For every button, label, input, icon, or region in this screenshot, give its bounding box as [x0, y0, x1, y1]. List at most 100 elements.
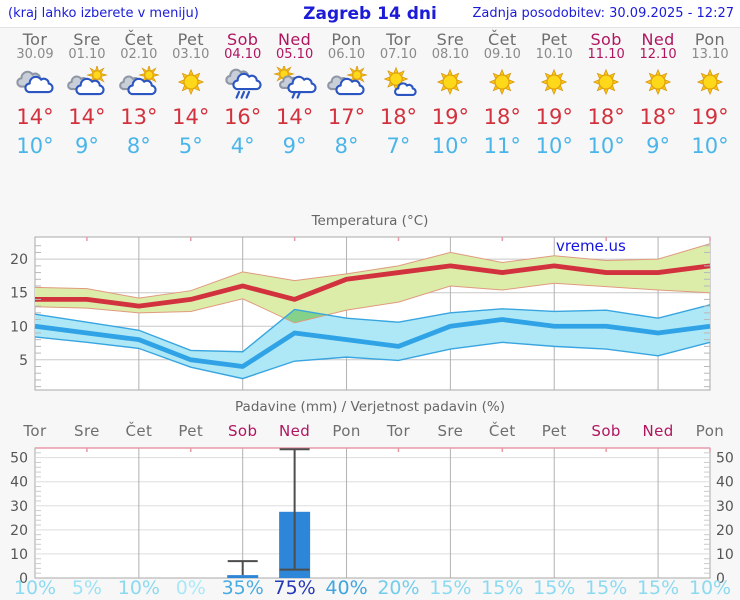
forecast-day[interactable]: Čet 02.10 13° 8°: [110, 31, 168, 160]
partly-sunny-icon: [326, 66, 368, 96]
low-temp: 10°: [431, 134, 469, 158]
precip-probability: 40%: [325, 577, 368, 599]
forecast-day[interactable]: Sob 04.10 16° 4°: [214, 31, 272, 160]
svg-text:30: 30: [10, 499, 28, 515]
high-temp: 13°: [120, 105, 158, 129]
forecast-day[interactable]: Tor 30.09 14° 10°: [6, 31, 64, 160]
day-date: 13.10: [691, 47, 729, 62]
high-temp: 18°: [483, 105, 521, 129]
rain-whisker: [279, 448, 310, 571]
day-name: Ned: [641, 30, 675, 49]
forecast-day[interactable]: Pet 03.10 14° 5°: [162, 31, 220, 160]
precip-probability: 75%: [273, 577, 316, 599]
last-update-timestamp: Zadnja posodobitev: 30.09.2025 - 12:27: [472, 6, 734, 21]
precip-probability: 35%: [221, 577, 264, 599]
day-date: 12.10: [639, 47, 677, 62]
precip-day-label: Sre: [437, 422, 464, 440]
high-temp: 14°: [172, 105, 210, 129]
rain-bar: [227, 575, 259, 578]
sunny-icon: [437, 68, 464, 96]
high-temp: 18°: [639, 105, 677, 129]
day-date: 03.10: [172, 47, 210, 62]
precip-day-label: Pet: [178, 422, 204, 440]
precip-probability: 15%: [533, 577, 576, 599]
svg-text:50: 50: [716, 451, 734, 467]
day-date: 06.10: [327, 47, 366, 62]
svg-text:40: 40: [716, 475, 734, 491]
low-temp: 5°: [178, 134, 203, 158]
svg-text:5: 5: [19, 353, 28, 369]
low-temp: 4°: [230, 134, 255, 158]
forecast-day[interactable]: Sre 08.10 19° 10°: [421, 31, 479, 160]
sunny-icon: [541, 68, 568, 96]
day-date: 10.10: [535, 47, 573, 62]
precip-probability: 15%: [585, 577, 628, 599]
precip-day-label: Pet: [541, 422, 567, 440]
precip-day-label: Čet: [488, 422, 516, 440]
precip-day-label: Čet: [125, 422, 153, 440]
day-name: Pet: [541, 30, 568, 49]
precip-day-label: Sob: [591, 422, 621, 440]
cloudy-icon: [16, 70, 54, 94]
svg-text:20: 20: [10, 523, 28, 539]
forecast-day[interactable]: Sre 01.10 14° 9°: [58, 31, 116, 160]
svg-text:50: 50: [10, 451, 28, 467]
day-name: Pet: [177, 30, 204, 49]
low-temp: 9°: [74, 134, 99, 158]
forecast-day[interactable]: Ned 05.10 14° 9°: [266, 31, 324, 160]
forecast-day[interactable]: Pon 13.10 19° 10°: [681, 31, 739, 160]
watermark-link[interactable]: vreme.us: [556, 237, 626, 255]
day-date: 30.09: [16, 47, 54, 62]
sunny-icon: [696, 68, 724, 96]
low-temp: 9°: [646, 134, 670, 158]
precip-probability: 10%: [688, 577, 732, 599]
low-temp: 10°: [587, 134, 625, 158]
precip-probability: 10%: [13, 577, 57, 599]
day-name: Sob: [590, 30, 622, 49]
day-date: 07.10: [379, 47, 418, 62]
day-name: Tor: [386, 30, 411, 49]
day-name: Čet: [124, 30, 154, 49]
rain-icon: [224, 68, 262, 99]
precip-probability: 10%: [117, 577, 160, 599]
forecast-day[interactable]: Sob 11.10 18° 10°: [577, 31, 635, 160]
svg-text:40: 40: [10, 475, 28, 491]
forecast-day[interactable]: Pet 10.10 19° 10°: [525, 31, 583, 160]
high-temp: 18°: [379, 105, 418, 129]
precip-day-label: Ned: [279, 422, 311, 440]
temperature-chart-title: Temperatura (°C): [311, 213, 429, 229]
svg-text:30: 30: [716, 499, 734, 515]
low-temp: 8°: [334, 134, 359, 158]
day-name: Pon: [694, 30, 726, 49]
precipitation-chart-title: Padavine (mm) / Verjetnost padavin (%): [235, 399, 505, 415]
svg-text:15: 15: [10, 286, 28, 302]
svg-text:20: 20: [10, 252, 28, 268]
day-name: Pon: [331, 30, 362, 49]
svg-text:20: 20: [716, 523, 734, 539]
forecast-day[interactable]: Čet 09.10 18° 11°: [473, 31, 531, 160]
low-temp: 11°: [483, 134, 521, 158]
high-temp: 14°: [275, 105, 314, 129]
high-temp: 18°: [587, 105, 625, 129]
svg-text:0: 0: [19, 571, 28, 586]
svg-text:10: 10: [10, 547, 28, 563]
rain-whisker: [227, 560, 258, 576]
forecast-day[interactable]: Tor 07.10 18° 7°: [369, 31, 427, 160]
forecast-day[interactable]: Pon 06.10 17° 8°: [318, 31, 376, 160]
precip-probability: 15%: [481, 577, 524, 599]
mostly-sunny-icon: [384, 66, 418, 97]
high-temp: 17°: [327, 105, 366, 129]
precipitation-chart: 0 0 10 10 20 20 30 30 40 40 50 50: [10, 447, 734, 586]
low-temp: 10°: [16, 134, 54, 158]
forecast-day[interactable]: Ned 12.10 18° 9°: [629, 31, 687, 160]
sunny-icon: [177, 68, 204, 96]
day-date: 02.10: [120, 47, 158, 62]
day-name: Čet: [488, 30, 517, 49]
day-name: Sre: [73, 30, 101, 49]
precip-probability: 15%: [636, 577, 680, 599]
svg-text:0: 0: [716, 571, 725, 586]
day-date: 05.10: [276, 47, 314, 62]
low-temp: 7°: [386, 134, 411, 158]
svg-text:10: 10: [10, 319, 28, 335]
